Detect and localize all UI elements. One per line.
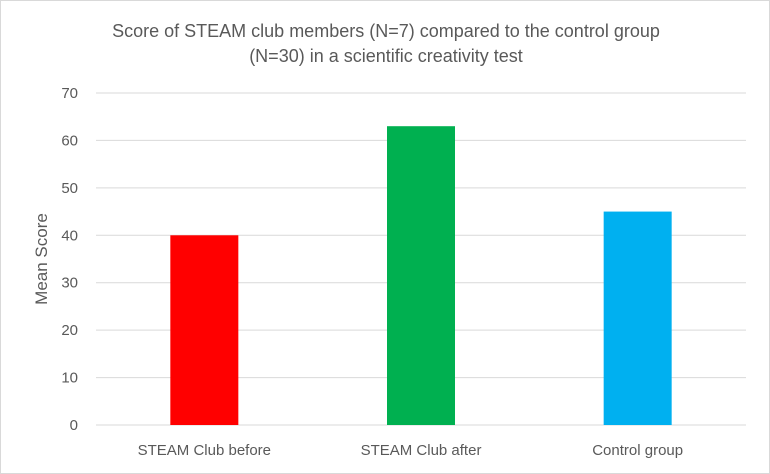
chart-title-line-1: Score of STEAM club members (N=7) compar… xyxy=(112,21,660,41)
y-tick-label: 70 xyxy=(61,85,78,102)
y-tick-label: 60 xyxy=(61,132,78,149)
bar-control-group xyxy=(603,211,672,425)
bar-steam-club-before xyxy=(170,235,239,425)
x-tick-label: Control group xyxy=(592,442,683,459)
y-tick-label: 20 xyxy=(61,322,78,339)
x-tick-label: STEAM Club after xyxy=(361,442,482,459)
bar-steam-club-after xyxy=(387,126,455,425)
y-tick-label: 30 xyxy=(61,275,78,292)
y-axis-label: Mean Score xyxy=(32,213,51,305)
y-tick-label: 0 xyxy=(70,417,78,434)
bars xyxy=(170,126,672,425)
y-tick-label: 40 xyxy=(61,227,78,244)
y-axis-ticks: 0 10 20 30 40 50 60 70 xyxy=(61,85,78,434)
chart-title: Score of STEAM club members (N=7) compar… xyxy=(61,19,711,69)
x-tick-label: STEAM Club before xyxy=(138,442,271,459)
x-axis-ticks: STEAM Club before STEAM Club after Control… xyxy=(138,442,683,459)
y-tick-label: 50 xyxy=(61,180,78,197)
y-tick-label: 10 xyxy=(61,370,78,387)
chart-title-line-2: (N=30) in a scientific creativity test xyxy=(249,46,523,66)
